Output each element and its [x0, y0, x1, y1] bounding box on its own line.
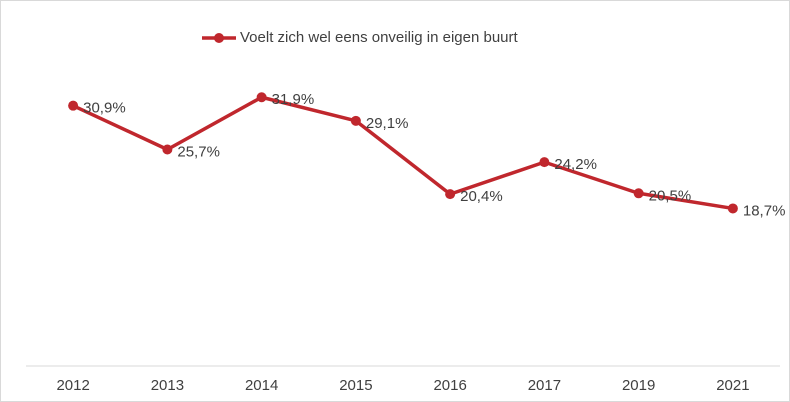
x-tick-label: 2019 [622, 377, 655, 394]
point [162, 144, 173, 155]
x-tick-label: 2015 [339, 377, 372, 394]
point [256, 92, 267, 103]
point [445, 189, 456, 200]
x-tick-label: 2012 [56, 377, 89, 394]
point [68, 100, 79, 111]
data-label: 20,4% [460, 188, 503, 205]
data-label: 20,5% [649, 187, 692, 204]
data-label: 29,1% [366, 115, 409, 132]
x-tick-label: 2021 [716, 377, 749, 394]
x-tick-label: 2013 [151, 377, 184, 394]
line [72, 95, 734, 211]
data-label: 30,9% [83, 100, 126, 117]
data-label: 18,7% [743, 202, 786, 219]
legend-marker [214, 33, 224, 43]
x-tick-label: 2016 [433, 377, 466, 394]
point [727, 203, 738, 214]
data-label: 31,9% [272, 91, 315, 108]
point [539, 157, 550, 168]
point [633, 188, 644, 199]
data-label: 24,2% [554, 156, 597, 173]
point [350, 115, 361, 126]
x-tick-label: 2017 [528, 377, 561, 394]
data-label: 25,7% [177, 143, 220, 160]
legend-label: Voelt zich wel eens onveilig in eigen bu… [240, 29, 519, 46]
x-tick-label: 2014 [245, 377, 278, 394]
